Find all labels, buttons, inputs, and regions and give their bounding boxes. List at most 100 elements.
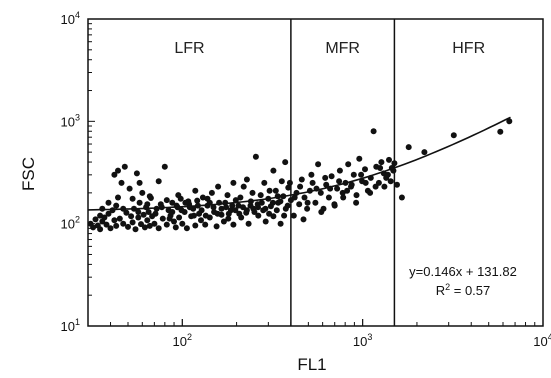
data-point — [322, 174, 329, 181]
y-tick-exp: 1 — [75, 317, 80, 327]
y-tick-base: 10 — [61, 319, 75, 334]
y-tick-base: 10 — [61, 217, 75, 232]
r2-base: R — [436, 283, 445, 298]
x-axis-ticks: 102 103 104 — [87, 319, 551, 349]
data-point — [236, 210, 243, 217]
data-point — [198, 207, 205, 214]
data-point — [398, 194, 405, 201]
data-point — [224, 192, 231, 199]
data-point — [235, 202, 242, 209]
data-point — [190, 212, 197, 219]
fit-equation: y=0.146x + 131.82 — [409, 264, 517, 279]
data-point — [121, 163, 128, 170]
y-tick-label: 102 — [61, 215, 80, 232]
data-point — [243, 176, 250, 183]
data-point — [103, 221, 110, 228]
data-point — [105, 199, 112, 206]
data-point — [237, 194, 244, 201]
data-point — [139, 189, 146, 196]
data-point — [255, 204, 261, 211]
data-point — [323, 181, 330, 188]
y-tick-exp: 3 — [75, 112, 80, 122]
data-point — [384, 171, 391, 178]
data-point — [116, 215, 123, 222]
data-point — [135, 214, 142, 221]
data-point — [202, 212, 209, 219]
data-point — [136, 179, 143, 186]
data-point — [215, 183, 222, 190]
x-tick-base: 10 — [173, 334, 187, 349]
data-point — [270, 213, 277, 220]
data-point — [125, 223, 131, 230]
data-point — [270, 167, 277, 174]
data-point — [243, 207, 250, 214]
data-point — [381, 183, 388, 190]
data-point — [266, 187, 273, 194]
data-point — [304, 199, 311, 206]
data-point — [286, 179, 293, 186]
data-point — [506, 118, 513, 125]
data-point — [262, 205, 269, 212]
y-tick-exp: 2 — [75, 215, 80, 225]
data-point — [145, 209, 152, 215]
data-point — [261, 179, 268, 186]
data-point — [182, 199, 189, 206]
data-point — [199, 194, 206, 201]
data-point — [146, 193, 153, 200]
data-point — [163, 197, 170, 204]
data-point — [356, 155, 363, 162]
data-point — [266, 210, 273, 217]
x-tick-label: 103 — [353, 332, 372, 349]
data-point — [232, 197, 239, 204]
data-point — [298, 176, 305, 183]
data-point — [277, 220, 284, 227]
x-tick-base: 10 — [533, 334, 547, 349]
data-point — [301, 194, 308, 201]
data-point — [225, 210, 232, 217]
fit-r-squared: R2 = 0.57 — [436, 282, 491, 298]
data-point — [128, 213, 135, 220]
data-point — [297, 183, 304, 190]
data-point — [176, 214, 183, 221]
data-point — [144, 217, 151, 224]
fit-curve — [87, 116, 511, 211]
data-point — [172, 224, 179, 231]
data-point — [273, 207, 280, 214]
data-point — [159, 215, 166, 222]
x-tick-base: 10 — [353, 334, 367, 349]
data-point — [291, 194, 298, 201]
data-point — [340, 194, 347, 201]
data-point — [309, 179, 316, 186]
data-point — [105, 210, 112, 217]
data-point — [318, 209, 325, 215]
data-point — [192, 222, 199, 229]
data-point — [136, 199, 143, 206]
data-point — [90, 224, 97, 231]
data-point — [232, 207, 239, 214]
data-point — [328, 173, 335, 180]
data-point — [421, 149, 428, 156]
data-point — [111, 217, 118, 224]
data-point — [120, 220, 127, 227]
data-point — [262, 218, 269, 225]
data-point — [240, 183, 247, 190]
data-point — [315, 161, 322, 168]
data-point — [317, 189, 324, 196]
data-point — [115, 194, 121, 201]
data-point — [257, 192, 264, 199]
data-point — [202, 221, 209, 228]
data-point — [225, 215, 232, 222]
data-point — [229, 202, 236, 209]
data-point — [198, 217, 204, 224]
data-point — [141, 224, 148, 231]
data-point — [378, 159, 385, 166]
data-point — [126, 185, 133, 192]
data-point — [387, 178, 394, 185]
y-axis-title: FSC — [19, 157, 38, 191]
data-point — [179, 220, 186, 227]
data-point — [282, 159, 289, 166]
data-point — [334, 185, 341, 192]
data-point — [325, 194, 332, 201]
